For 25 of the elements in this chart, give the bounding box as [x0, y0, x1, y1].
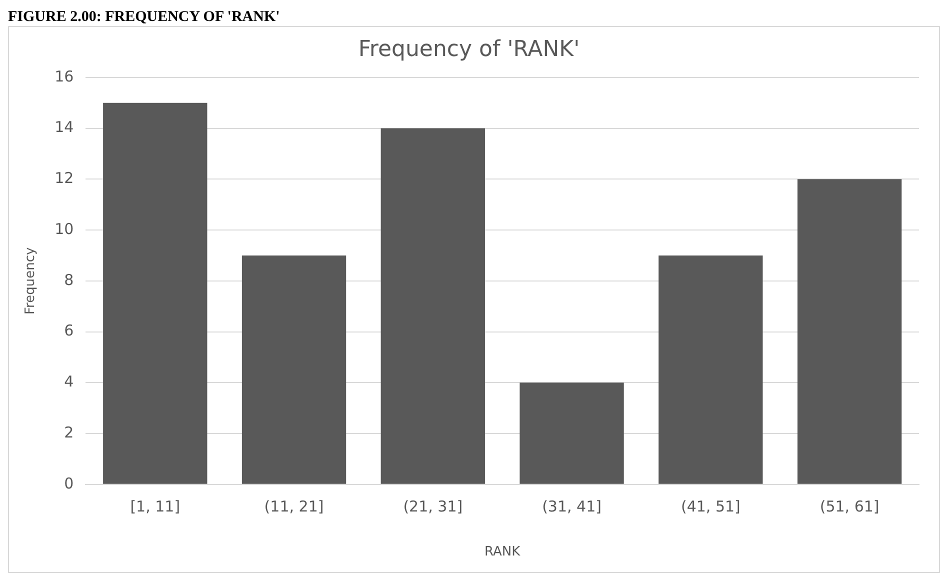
x-tick-label: (31, 41] [542, 497, 602, 516]
y-axis-title: Frequency [23, 247, 38, 314]
y-tick-label: 6 [64, 322, 74, 340]
y-tick-label: 16 [54, 67, 74, 86]
y-tick-label: 8 [64, 270, 74, 289]
x-tick-label: [1, 11] [130, 497, 180, 516]
bar [797, 179, 902, 484]
caption: FIGURE 2.00: FREQUENCY OF 'RANK' [8, 8, 281, 26]
y-tick-label: 14 [54, 118, 74, 136]
x-axis-title: RANK [484, 544, 521, 560]
bar [103, 102, 208, 484]
y-tick-label: 0 [64, 474, 74, 492]
bar [380, 128, 485, 484]
y-tick-label: 2 [64, 423, 74, 442]
y-tick-label: 10 [54, 220, 74, 238]
x-tick-label: (41, 51] [680, 497, 740, 516]
y-tick-label: 12 [54, 169, 74, 188]
x-tick-label: (21, 31] [403, 497, 463, 516]
bar [520, 382, 624, 484]
x-tick-label: (11, 21] [264, 497, 324, 516]
bar [242, 255, 346, 484]
bar [658, 255, 763, 484]
chart-title: Frequency of 'RANK' [358, 36, 580, 62]
y-tick-label: 4 [64, 372, 74, 391]
x-tick-label: (51, 61] [820, 497, 880, 516]
